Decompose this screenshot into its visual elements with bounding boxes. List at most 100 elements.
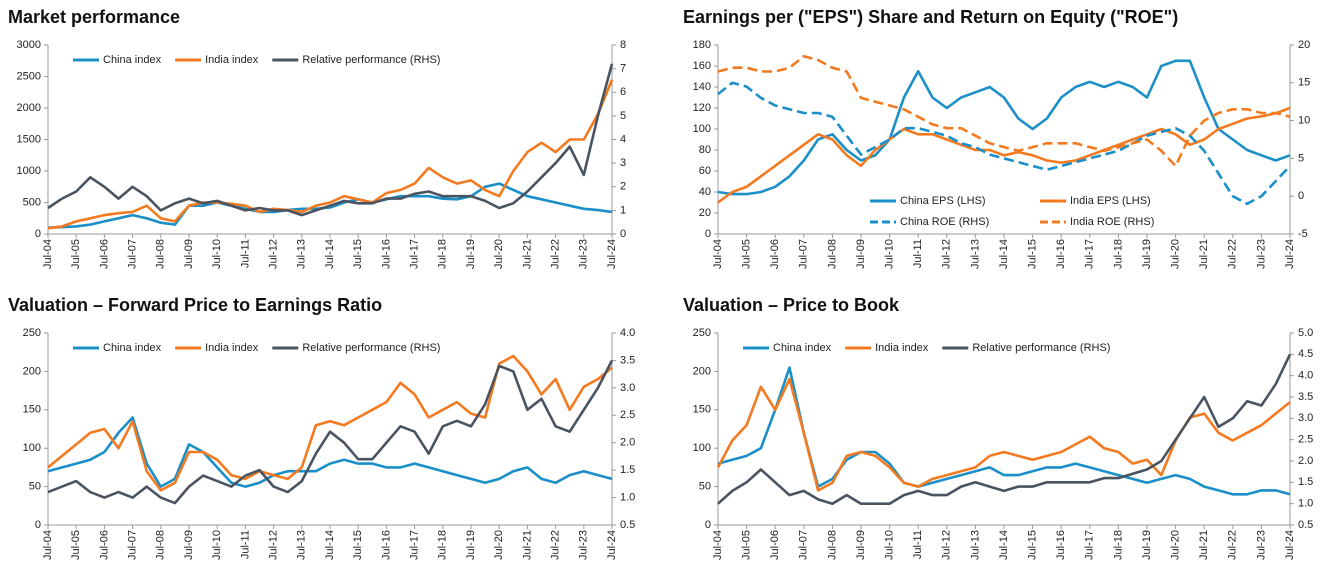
x-tick-label: Jul-07	[127, 239, 139, 269]
x-tick-label: Jul-11	[912, 530, 924, 559]
x-tick-label: Jul-18	[437, 239, 449, 269]
series-line	[47, 416, 613, 488]
legend-label: India index	[875, 342, 929, 354]
x-tick-label: Jul-21	[521, 530, 533, 560]
chart-title: Market performance	[8, 7, 180, 27]
x-tick-label: Jul-20	[493, 239, 505, 269]
x-tick-label: Jul-07	[798, 530, 810, 560]
y-tick-label: 250	[693, 327, 711, 339]
y2-tick-label: 8	[620, 39, 626, 51]
x-tick-label: Jul-17	[1084, 530, 1096, 560]
x-tick-label: Jul-17	[1084, 239, 1096, 269]
x-tick-label: Jul-09	[855, 239, 867, 269]
x-tick-label: Jul-24	[606, 530, 618, 560]
x-tick-label: Jul-16	[380, 530, 392, 560]
series-line	[47, 354, 613, 492]
series-line	[47, 79, 614, 230]
y-tick-label: 1500	[17, 133, 41, 145]
chart: Valuation – Forward Price to Earnings Ra…	[8, 295, 635, 560]
x-tick-label: Jul-18	[1112, 239, 1124, 269]
x-tick-label: Jul-13	[969, 239, 981, 269]
x-tick-label: Jul-17	[409, 530, 421, 560]
legend-label: Relative performance (RHS)	[972, 342, 1110, 354]
x-tick-label: Jul-09	[855, 530, 867, 560]
legend-label: India ROE (RHS)	[1070, 216, 1154, 228]
y2-tick-label: 0.5	[620, 519, 635, 531]
x-tick-label: Jul-11	[239, 530, 251, 559]
x-tick-label: Jul-14	[998, 530, 1010, 560]
y-tick-label: 140	[693, 81, 711, 93]
y-tick-label: 40	[699, 186, 711, 198]
y-tick-label: 100	[693, 123, 711, 135]
x-tick-label: Jul-12	[941, 530, 953, 560]
x-tick-label: Jul-14	[998, 239, 1010, 269]
x-tick-label: Jul-06	[98, 239, 110, 269]
y2-tick-label: 1.0	[620, 491, 635, 503]
y-tick-label: 100	[23, 442, 41, 454]
x-tick-label: Jul-24	[1284, 239, 1296, 269]
legend-label: India index	[205, 54, 259, 66]
x-tick-label: Jul-10	[884, 239, 896, 269]
x-tick-label: Jul-17	[409, 239, 421, 269]
y2-tick-label: 20	[1298, 39, 1310, 51]
x-tick-label: Jul-05	[741, 530, 753, 560]
x-tick-label: Jul-06	[769, 239, 781, 269]
y2-tick-label: 3.5	[1298, 391, 1313, 403]
x-tick-label: Jul-15	[352, 530, 364, 560]
x-tick-label: Jul-21	[1198, 530, 1210, 560]
y-tick-label: 150	[23, 404, 41, 416]
y2-tick-label: 3.0	[1298, 412, 1313, 424]
y-tick-label: 20	[699, 207, 711, 219]
chart: Earnings per ("EPS") Share and Return on…	[683, 7, 1310, 269]
y-tick-label: 180	[693, 39, 711, 51]
y2-tick-label: 3	[620, 157, 626, 169]
x-tick-label: Jul-18	[437, 530, 449, 560]
y2-tick-label: 2.0	[1298, 455, 1313, 467]
series-line	[717, 59, 1291, 196]
x-tick-label: Jul-08	[155, 239, 167, 269]
x-tick-label: Jul-08	[826, 239, 838, 269]
x-tick-label: Jul-12	[268, 530, 280, 560]
y-tick-label: 50	[29, 481, 41, 493]
y2-tick-label: 0	[1298, 190, 1304, 202]
x-tick-label: Jul-15	[1027, 239, 1039, 269]
x-tick-label: Jul-22	[550, 239, 562, 269]
y2-tick-label: 4.5	[1298, 348, 1313, 360]
x-tick-label: Jul-23	[578, 530, 590, 560]
y-tick-label: 60	[699, 165, 711, 177]
chart: Market performance0500100015002000250030…	[8, 7, 626, 269]
x-tick-label: Jul-21	[1198, 239, 1210, 269]
x-tick-label: Jul-20	[1170, 239, 1182, 269]
x-tick-label: Jul-05	[70, 530, 82, 560]
x-tick-label: Jul-13	[969, 530, 981, 560]
x-tick-label: Jul-24	[1284, 530, 1296, 560]
y-tick-label: 160	[693, 60, 711, 72]
x-tick-label: Jul-08	[155, 530, 167, 560]
series-line	[47, 182, 613, 229]
x-tick-label: Jul-04	[42, 530, 54, 560]
y2-tick-label: 1.5	[1298, 476, 1313, 488]
y-tick-label: 50	[699, 481, 711, 493]
x-tick-label: Jul-19	[465, 239, 477, 269]
x-tick-label: Jul-05	[70, 239, 82, 269]
y-tick-label: 200	[23, 365, 41, 377]
y2-tick-label: 0.5	[1298, 519, 1313, 531]
y-tick-label: 500	[23, 196, 41, 208]
y2-tick-label: 4.0	[1298, 370, 1313, 382]
x-tick-label: Jul-10	[211, 530, 223, 560]
y2-tick-label: 15	[1298, 77, 1310, 89]
series-line	[717, 106, 1291, 204]
y2-tick-label: 5	[620, 110, 626, 122]
y-tick-label: 2000	[17, 102, 41, 114]
y-tick-label: 0	[705, 519, 711, 531]
x-tick-label: Jul-14	[324, 239, 336, 269]
x-tick-label: Jul-09	[183, 530, 195, 560]
x-tick-label: Jul-11	[912, 239, 924, 268]
y2-tick-label: 7	[620, 63, 626, 75]
y2-tick-label: -5	[1298, 228, 1308, 240]
x-tick-label: Jul-04	[42, 239, 54, 269]
x-tick-label: Jul-23	[578, 239, 590, 269]
x-tick-label: Jul-05	[741, 239, 753, 269]
x-tick-label: Jul-22	[550, 530, 562, 560]
